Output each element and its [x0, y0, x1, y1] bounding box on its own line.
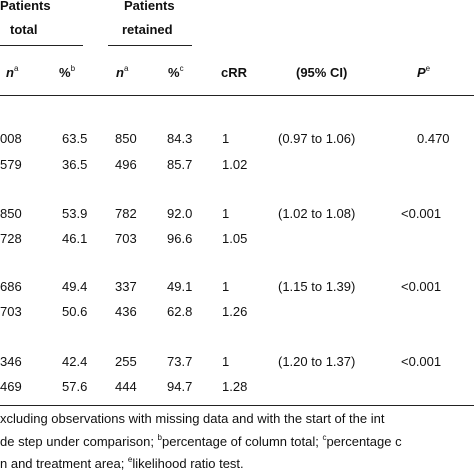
table-cell: 50.6 [62, 304, 88, 319]
table-cell: 496 [115, 157, 137, 172]
table-cell: 73.7 [167, 354, 193, 369]
table-cell: 008 [0, 131, 22, 146]
header-patients-retained-line2: retained [122, 22, 173, 37]
table-cell: 1 [222, 354, 230, 369]
table-cell: 686 [0, 279, 22, 294]
table-cell: 62.8 [167, 304, 193, 319]
table-cell: 57.6 [62, 379, 88, 394]
col-header-ci: (95% CI) [296, 65, 348, 80]
table-cell: 1 [222, 131, 230, 146]
table-cell: 1.05 [222, 231, 248, 246]
table-cell: 782 [115, 206, 137, 221]
footnote-line-3: n and treatment area; elikelihood ratio … [0, 455, 244, 471]
table-cell: 53.9 [62, 206, 88, 221]
table-cell: (1.02 to 1.08) [278, 206, 356, 221]
table-cell: (0.97 to 1.06) [278, 131, 356, 146]
table-cell: 0.470 [417, 131, 450, 146]
footnote-line-2: de step under comparison; bpercentage of… [0, 433, 402, 449]
header-rule [0, 95, 474, 96]
table-cell: 1.28 [222, 379, 248, 394]
table-cell: 579 [0, 157, 22, 172]
table-cell: 337 [115, 279, 137, 294]
header-patients-total-line1: Patients [0, 0, 51, 13]
table-cell: 49.1 [167, 279, 193, 294]
table-cell: 92.0 [167, 206, 193, 221]
header-patients-retained-line1: Patients [124, 0, 175, 13]
group-underline-total [0, 45, 83, 46]
table-cell: 1.26 [222, 304, 248, 319]
table-cell: 36.5 [62, 157, 88, 172]
table-cell: 94.7 [167, 379, 193, 394]
table-cell: <0.001 [401, 354, 442, 369]
table-cell: 255 [115, 354, 137, 369]
table-cell: 85.7 [167, 157, 193, 172]
table-cell: 63.5 [62, 131, 88, 146]
table-cell: 42.4 [62, 354, 88, 369]
table-cell: 84.3 [167, 131, 193, 146]
header-patients-total-line2: total [10, 22, 38, 37]
table-cell: 1.02 [222, 157, 248, 172]
table-cell: <0.001 [401, 279, 442, 294]
table-cell: 1 [222, 206, 230, 221]
col-header-n-retained: na [116, 64, 129, 80]
table-cell: 703 [115, 231, 137, 246]
group-underline-retained [108, 45, 192, 46]
table-cell: 850 [0, 206, 22, 221]
table-bottom-rule [0, 405, 474, 406]
table-cell: 703 [0, 304, 22, 319]
footnote-line-1: xcluding observations with missing data … [0, 411, 385, 426]
table-cell: 728 [0, 231, 22, 246]
table-cell: 436 [115, 304, 137, 319]
col-header-pct-retained: %c [168, 64, 184, 80]
table-cell: <0.001 [401, 206, 442, 221]
col-header-pct-total: %b [59, 64, 76, 80]
table-cell: 96.6 [167, 231, 193, 246]
table-cell: 46.1 [62, 231, 88, 246]
col-header-p: Pe [417, 64, 431, 80]
table-cell: (1.20 to 1.37) [278, 354, 356, 369]
table-cell: 1 [222, 279, 230, 294]
col-header-n-total: na [6, 64, 19, 80]
table-cell: 850 [115, 131, 137, 146]
col-header-crr: cRR [221, 65, 248, 80]
table-cell: 469 [0, 379, 22, 394]
table-cell: (1.15 to 1.39) [278, 279, 356, 294]
table-cell: 49.4 [62, 279, 88, 294]
table-cell: 346 [0, 354, 22, 369]
table-cell: 444 [115, 379, 137, 394]
